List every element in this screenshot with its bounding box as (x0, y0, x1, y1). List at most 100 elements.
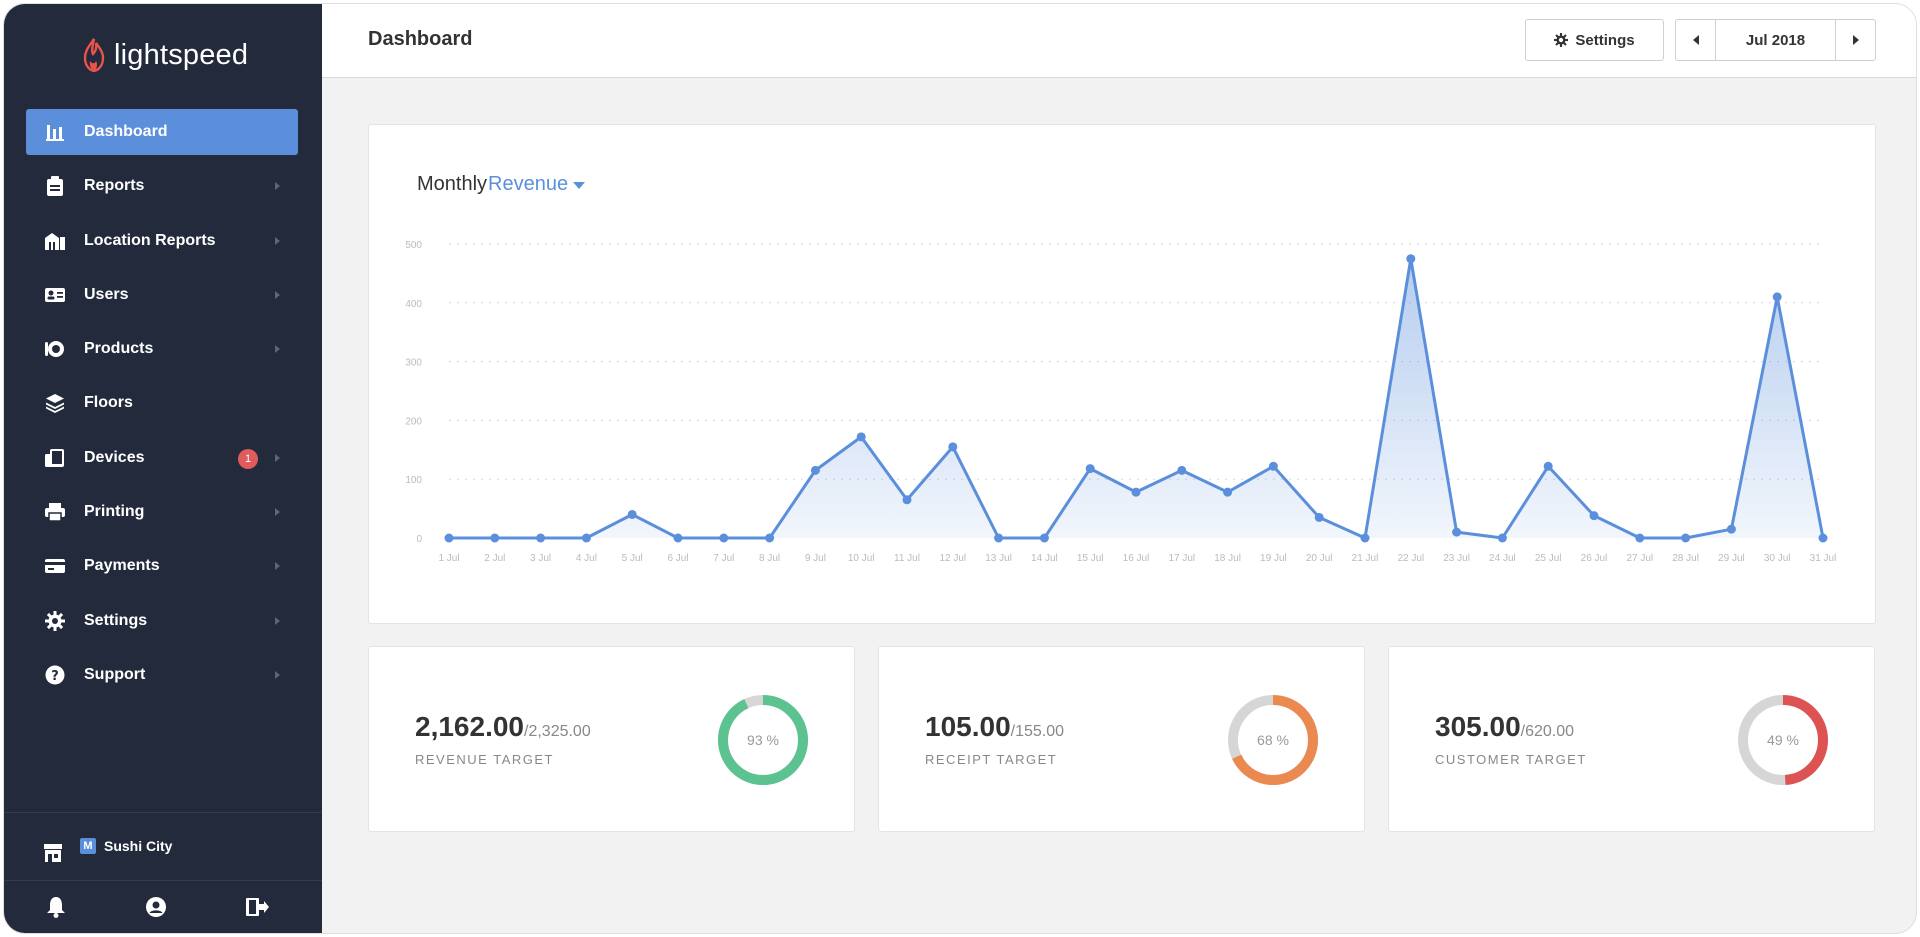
caret-down-icon[interactable] (573, 182, 586, 189)
sidebar: lightspeed Dashboard Reports Locat (4, 4, 322, 933)
data-point[interactable] (1406, 254, 1416, 264)
y-tick-label: 400 (405, 299, 422, 310)
donut-progress-arc (1228, 695, 1318, 785)
x-tick-label: 18 Jul (1214, 553, 1241, 564)
stat-total: /155.00 (1010, 723, 1065, 740)
data-point[interactable] (810, 465, 820, 475)
x-tick-label: 20 Jul (1306, 553, 1333, 564)
question-icon: ? (44, 664, 66, 686)
data-point[interactable] (1589, 511, 1599, 521)
metric-dropdown[interactable]: Revenue (488, 173, 569, 195)
stat-label: REVENUE TARGET (415, 752, 554, 767)
revenue-chart-card: Monthly Revenue 0 100 200 300 400 500 1 Jul 2 J… (368, 124, 1876, 624)
revenue-line-chart: 0 100 200 300 400 500 1 Jul 2 Jul 3 Jul 4 Jul 5 Ju… (405, 240, 1837, 564)
chart-title: Monthly Revenue (417, 173, 586, 196)
next-month-button[interactable] (1835, 20, 1875, 60)
revenue-target-card: 2,162.00 /2,325.00 REVENUE TARGET 93 % (368, 646, 855, 832)
data-point[interactable] (1681, 533, 1691, 543)
logo[interactable]: lightspeed (82, 38, 248, 72)
store-name: Sushi City (104, 838, 173, 854)
data-point[interactable] (1497, 533, 1507, 543)
stat-total: /2,325.00 (524, 723, 591, 740)
sidebar-item-users[interactable]: Users (26, 272, 298, 318)
settings-button-label: Settings (1575, 31, 1635, 49)
x-tick-label: 4 Jul (576, 553, 597, 564)
sidebar-item-dashboard[interactable]: Dashboard (26, 109, 298, 155)
bell-icon[interactable] (46, 896, 66, 918)
sidebar-item-location-reports[interactable]: Location Reports (26, 218, 298, 264)
data-point[interactable] (1268, 461, 1278, 471)
x-tick-label: 26 Jul (1581, 553, 1608, 564)
caret-right-icon (1852, 35, 1859, 45)
sidebar-item-settings[interactable]: Settings (26, 598, 298, 644)
user-icon[interactable] (145, 896, 167, 918)
store-badge: M (80, 838, 96, 854)
x-tick-label: 22 Jul (1397, 553, 1424, 564)
store-selector[interactable]: M Sushi City (44, 830, 172, 862)
data-point[interactable] (581, 533, 591, 543)
data-point[interactable] (994, 533, 1004, 543)
sidebar-item-floors[interactable]: Floors (26, 380, 298, 426)
logout-icon[interactable] (246, 896, 270, 918)
stat-main: 305.00 /620.00 (1435, 711, 1574, 743)
data-point[interactable] (719, 533, 729, 543)
data-point[interactable] (1177, 465, 1187, 475)
data-point[interactable] (1452, 527, 1462, 537)
sidebar-item-devices[interactable]: Devices 1 (26, 435, 298, 481)
donut-percent-label: 68 % (1257, 732, 1289, 748)
progress-donut: 93 % (718, 695, 808, 785)
sidebar-item-products[interactable]: Products (26, 326, 298, 372)
x-tick-label: 11 Jul (894, 553, 920, 564)
data-point[interactable] (1635, 533, 1645, 543)
data-point[interactable] (1726, 524, 1736, 534)
data-point[interactable] (444, 533, 454, 543)
sidebar-item-payments[interactable]: Payments (26, 543, 298, 589)
data-point[interactable] (1772, 292, 1782, 302)
stat-label: CUSTOMER TARGET (1435, 752, 1587, 767)
data-point[interactable] (1223, 487, 1233, 497)
clipboard-icon (44, 175, 66, 197)
data-point[interactable] (1314, 512, 1324, 522)
stat-value: 2,162.00 (415, 711, 524, 742)
data-point[interactable] (536, 533, 546, 543)
gear-icon (1554, 33, 1569, 47)
data-point[interactable] (1085, 464, 1095, 474)
chevron-right-icon (275, 562, 280, 571)
receipt-target-card: 105.00 /155.00 RECEIPT TARGET 68 % (878, 646, 1365, 832)
sidebar-item-support[interactable]: ? Support (26, 652, 298, 698)
stat-value: 105.00 (925, 711, 1011, 742)
data-point[interactable] (765, 533, 775, 543)
sidebar-item-printing[interactable]: Printing (26, 489, 298, 535)
x-tick-label: 24 Jul (1489, 553, 1516, 564)
flame-logo-icon (83, 38, 105, 72)
data-point[interactable] (1131, 487, 1141, 497)
previous-month-button[interactable] (1676, 20, 1716, 60)
data-point[interactable] (1818, 533, 1828, 543)
x-tick-label: 31 Jul (1810, 553, 1837, 564)
page-title: Dashboard (368, 28, 473, 50)
sidebar-item-label: Products (84, 340, 154, 358)
month-label[interactable]: Jul 2018 (1745, 31, 1806, 49)
x-tick-label: 5 Jul (622, 553, 643, 564)
y-tick-label: 0 (416, 534, 422, 545)
data-point[interactable] (673, 533, 683, 543)
data-point[interactable] (490, 533, 500, 543)
data-point[interactable] (856, 432, 866, 442)
data-point[interactable] (1360, 533, 1370, 543)
data-point[interactable] (1039, 533, 1049, 543)
sidebar-item-reports[interactable]: Reports (26, 163, 298, 209)
settings-button[interactable]: Settings (1525, 19, 1664, 61)
data-point[interactable] (902, 495, 912, 505)
y-tick-label: 300 (405, 358, 422, 369)
printer-icon (44, 501, 66, 523)
devices-icon (44, 447, 66, 469)
sidebar-nav: Dashboard Reports Location Reports (26, 109, 298, 706)
data-point[interactable] (948, 442, 958, 452)
data-point[interactable] (627, 509, 637, 519)
sidebar-item-label: Devices (84, 448, 145, 466)
data-point[interactable] (1543, 461, 1553, 471)
stat-label: RECEIPT TARGET (925, 752, 1058, 767)
progress-donut: 49 % (1738, 695, 1828, 785)
sidebar-item-label: Reports (84, 177, 145, 195)
x-tick-label: 7 Jul (713, 553, 734, 564)
